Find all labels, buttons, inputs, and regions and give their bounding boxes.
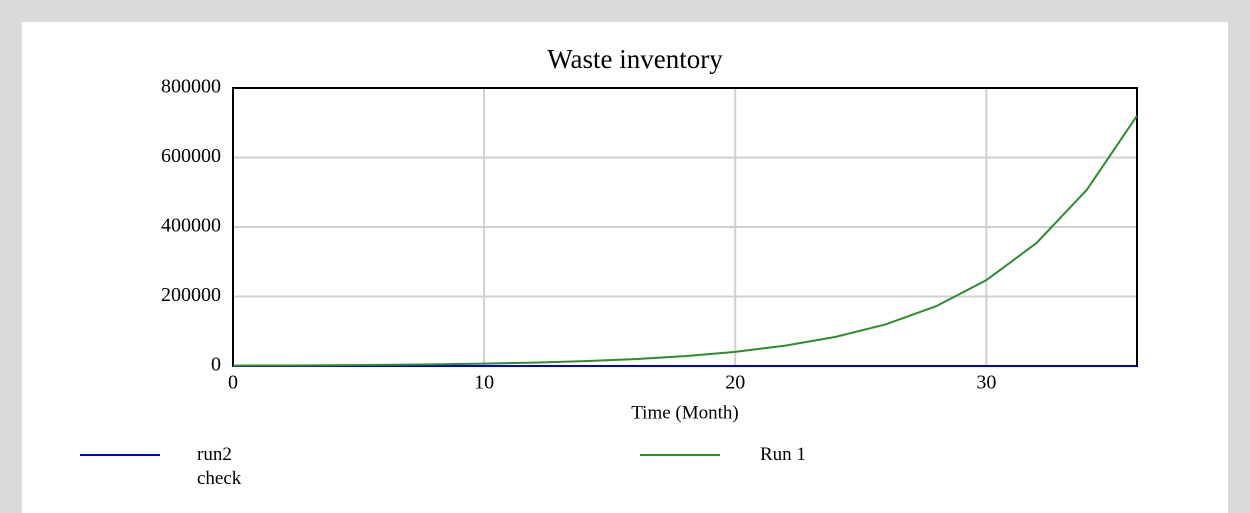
y-tick-label: 200000	[161, 284, 221, 306]
y-tick-label: 0	[211, 354, 221, 376]
x-tick-label: 10	[474, 372, 494, 394]
x-tick-label: 0	[228, 372, 238, 394]
y-tick-label: 800000	[161, 76, 221, 98]
chart-title: Waste inventory	[547, 44, 723, 74]
y-tick-label: 600000	[161, 145, 221, 167]
x-tick-label: 20	[725, 372, 745, 394]
legend-label: Run 1	[760, 444, 806, 465]
x-axis-label: Time (Month)	[631, 402, 739, 423]
x-tick-label: 30	[976, 372, 996, 394]
series-line	[232, 115, 1138, 367]
panel	[22, 22, 1228, 513]
y-tick-label: 400000	[161, 215, 221, 237]
legend-label: run2 check	[197, 444, 242, 489]
